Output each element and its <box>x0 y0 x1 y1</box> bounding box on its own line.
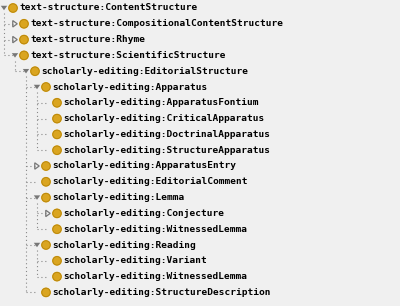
Circle shape <box>42 193 50 202</box>
Circle shape <box>53 272 61 281</box>
Text: scholarly-editing:StructureDescription: scholarly-editing:StructureDescription <box>52 288 271 297</box>
Text: scholarly-editing:WitnessedLemma: scholarly-editing:WitnessedLemma <box>63 272 247 281</box>
Text: scholarly-editing:StructureApparatus: scholarly-editing:StructureApparatus <box>63 146 270 155</box>
Circle shape <box>42 162 50 170</box>
Polygon shape <box>34 85 40 89</box>
Text: scholarly-editing:CriticalApparatus: scholarly-editing:CriticalApparatus <box>63 114 264 123</box>
Circle shape <box>42 83 50 91</box>
Text: scholarly-editing:Reading: scholarly-editing:Reading <box>52 241 196 249</box>
Text: text-structure:Rhyme: text-structure:Rhyme <box>30 35 145 44</box>
Text: text-structure:ContentStructure: text-structure:ContentStructure <box>19 3 198 13</box>
Polygon shape <box>12 53 18 58</box>
Circle shape <box>53 130 61 139</box>
Circle shape <box>53 257 61 265</box>
Circle shape <box>9 4 17 12</box>
Text: scholarly-editing:ApparatusFontium: scholarly-editing:ApparatusFontium <box>63 98 259 107</box>
Text: scholarly-editing:ApparatusEntry: scholarly-editing:ApparatusEntry <box>52 162 236 170</box>
Text: scholarly-editing:DoctrinalApparatus: scholarly-editing:DoctrinalApparatus <box>63 130 270 139</box>
Text: scholarly-editing:Conjecture: scholarly-editing:Conjecture <box>63 209 224 218</box>
Polygon shape <box>34 195 40 200</box>
Circle shape <box>20 35 28 44</box>
Circle shape <box>42 241 50 249</box>
Circle shape <box>20 51 28 60</box>
Circle shape <box>31 67 39 75</box>
Circle shape <box>20 20 28 28</box>
Text: scholarly-editing:Variant: scholarly-editing:Variant <box>63 256 207 265</box>
Circle shape <box>53 225 61 233</box>
Circle shape <box>53 99 61 107</box>
Circle shape <box>42 177 50 186</box>
Circle shape <box>53 146 61 155</box>
Polygon shape <box>23 69 29 73</box>
Text: scholarly-editing:Apparatus: scholarly-editing:Apparatus <box>52 83 208 91</box>
Circle shape <box>53 209 61 218</box>
Text: text-structure:CompositionalContentStructure: text-structure:CompositionalContentStruc… <box>30 19 283 28</box>
Text: scholarly-editing:WitnessedLemma: scholarly-editing:WitnessedLemma <box>63 225 247 234</box>
Text: scholarly-editing:Lemma: scholarly-editing:Lemma <box>52 193 184 202</box>
Text: scholarly-editing:EditorialStructure: scholarly-editing:EditorialStructure <box>41 67 248 76</box>
Circle shape <box>53 114 61 123</box>
Polygon shape <box>34 243 40 247</box>
Polygon shape <box>1 6 7 10</box>
Circle shape <box>42 288 50 297</box>
Text: text-structure:ScientificStructure: text-structure:ScientificStructure <box>30 51 226 60</box>
Text: scholarly-editing:EditorialComment: scholarly-editing:EditorialComment <box>52 177 248 186</box>
